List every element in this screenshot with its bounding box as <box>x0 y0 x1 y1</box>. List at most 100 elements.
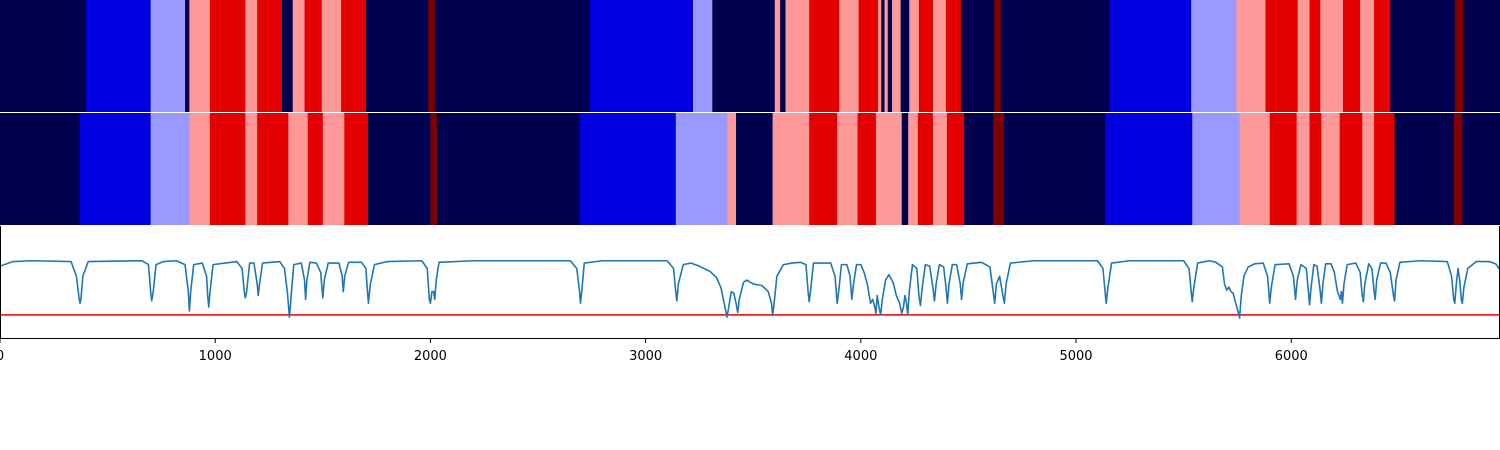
heat-segment-middle-1 <box>79 113 152 225</box>
heat-segment-top-34 <box>945 0 962 112</box>
heat-segment-middle-2 <box>150 113 190 225</box>
heat-segment-middle-35 <box>1296 113 1310 225</box>
heat-segment-top-40 <box>1236 0 1266 112</box>
heat-segment-middle-3 <box>189 113 211 225</box>
heat-segment-top-3 <box>185 0 190 112</box>
heat-segment-top-12 <box>341 0 367 112</box>
heat-segment-middle-28 <box>964 113 994 225</box>
heat-segment-middle-34 <box>1269 113 1298 225</box>
heat-segment-middle-18 <box>772 113 810 225</box>
heat-segment-top-33 <box>932 0 947 112</box>
heat-segment-top-19 <box>774 0 781 112</box>
heat-segment-middle-41 <box>1394 113 1455 225</box>
heat-segment-middle-25 <box>917 113 934 225</box>
heat-segment-top-43 <box>1309 0 1321 112</box>
x-tick-label: 6000 <box>1275 349 1308 364</box>
heat-segment-top-8 <box>281 0 294 112</box>
heat-segment-top-7 <box>257 0 283 112</box>
heat-segment-middle-9 <box>322 113 345 225</box>
heat-segment-middle-26 <box>932 113 948 225</box>
heat-segment-middle-27 <box>946 113 965 225</box>
heat-segment-top-13 <box>365 0 429 112</box>
heat-segment-top-50 <box>1463 0 1500 112</box>
heat-segment-top-21 <box>785 0 810 112</box>
heat-segment-middle-39 <box>1362 113 1375 225</box>
x-tick-label: 0 <box>0 349 4 364</box>
heat-segment-middle-19 <box>809 113 838 225</box>
heat-segment-top-32 <box>918 0 934 112</box>
x-tick-label: 1000 <box>199 349 232 364</box>
x-axis: 0 1000 2000 3000 4000 5000 6000 <box>0 226 1500 364</box>
heat-segment-top-39 <box>1191 0 1237 112</box>
heat-segment-top-45 <box>1342 0 1361 112</box>
heat-segment-middle-24 <box>908 113 919 225</box>
heatmap-band-top <box>0 0 1500 112</box>
heat-segment-top-15 <box>434 0 591 112</box>
heat-segment-middle-7 <box>288 113 309 225</box>
x-tick-label: 4000 <box>844 349 877 364</box>
heat-segment-middle-38 <box>1339 113 1363 225</box>
heat-segment-top-22 <box>809 0 840 112</box>
heat-segment-top-2 <box>150 0 186 112</box>
heat-segment-middle-6 <box>257 113 289 225</box>
heat-segment-top-27 <box>884 0 889 112</box>
x-tick-label: 5000 <box>1059 349 1092 364</box>
heat-segment-top-41 <box>1265 0 1299 112</box>
heat-segment-top-6 <box>245 0 258 112</box>
heat-segment-middle-33 <box>1239 113 1271 225</box>
heat-segment-middle-31 <box>1105 113 1193 225</box>
heat-segment-middle-11 <box>368 113 431 225</box>
heat-segment-top-16 <box>589 0 694 112</box>
signal-line <box>0 259 1500 319</box>
heat-segment-top-35 <box>960 0 995 112</box>
heat-segment-middle-14 <box>579 113 677 225</box>
heat-segment-top-38 <box>1109 0 1192 112</box>
heat-segment-top-4 <box>189 0 211 112</box>
heat-segment-top-18 <box>712 0 776 112</box>
heat-segment-middle-13 <box>436 113 581 225</box>
heat-segment-top-46 <box>1360 0 1375 112</box>
heat-segment-top-9 <box>292 0 305 112</box>
heat-segment-top-36 <box>994 0 1002 112</box>
heat-segment-middle-40 <box>1374 113 1395 225</box>
heat-segment-top-31 <box>909 0 920 112</box>
heat-segment-middle-43 <box>1462 113 1500 225</box>
heat-segment-middle-17 <box>736 113 773 225</box>
heat-segment-top-44 <box>1320 0 1344 112</box>
heat-segment-top-0 <box>0 0 87 112</box>
heat-segment-middle-29 <box>993 113 1005 225</box>
heat-segment-top-23 <box>839 0 860 112</box>
heat-segment-middle-32 <box>1192 113 1240 225</box>
heat-segment-top-42 <box>1297 0 1310 112</box>
heat-segment-top-5 <box>209 0 246 112</box>
heat-segment-top-25 <box>878 0 882 112</box>
heatmap-band-middle <box>0 113 1500 225</box>
heat-segment-middle-15 <box>675 113 728 225</box>
heat-segment-top-14 <box>428 0 436 112</box>
heat-segment-middle-42 <box>1453 113 1463 225</box>
heat-segment-middle-30 <box>1003 113 1106 225</box>
heat-segment-top-37 <box>1000 0 1110 112</box>
line-panel <box>0 259 1500 319</box>
heat-segment-top-49 <box>1454 0 1464 112</box>
heat-segment-top-29 <box>892 0 902 112</box>
heat-segment-middle-20 <box>837 113 858 225</box>
heat-segment-middle-37 <box>1321 113 1341 225</box>
heat-segment-top-24 <box>858 0 879 112</box>
heat-segment-top-17 <box>692 0 713 112</box>
heat-segment-top-28 <box>887 0 893 112</box>
heat-segment-middle-22 <box>875 113 903 225</box>
heat-segment-top-30 <box>900 0 910 112</box>
x-tick-label: 3000 <box>629 349 662 364</box>
heat-segment-top-10 <box>304 0 323 112</box>
heat-segment-middle-8 <box>307 113 324 225</box>
heat-segment-top-48 <box>1390 0 1456 112</box>
heat-segment-top-26 <box>881 0 885 112</box>
heat-segment-middle-0 <box>0 113 81 225</box>
heat-segment-top-11 <box>321 0 342 112</box>
heat-segment-top-1 <box>86 0 152 112</box>
heat-segment-middle-4 <box>209 113 246 225</box>
heat-segment-middle-5 <box>245 113 258 225</box>
heat-segment-middle-12 <box>430 113 438 225</box>
